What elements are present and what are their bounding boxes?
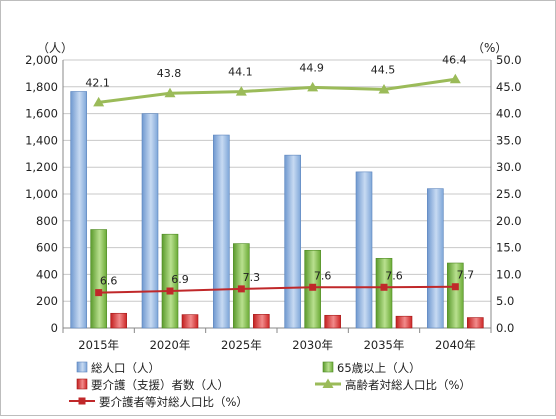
data-labels: 42.1 43.8 44.1 44.9 44.5 46.4 6.6 6.9 7.3 7.6 7.6 7… bbox=[85, 53, 474, 287]
left-axis-unit: （人） bbox=[37, 41, 73, 55]
right-tick-label: 35.0 bbox=[496, 133, 522, 147]
bar-2 bbox=[375, 258, 393, 329]
triangle-marker bbox=[93, 96, 105, 107]
data-label: 44.9 bbox=[299, 61, 324, 74]
square-marker bbox=[166, 287, 174, 295]
legend-swatch bbox=[76, 378, 88, 390]
left-tick-label: 1,200 bbox=[25, 160, 58, 174]
left-tick-label: 1,600 bbox=[25, 107, 58, 121]
legend-swatch bbox=[322, 361, 334, 373]
data-label: 6.6 bbox=[100, 275, 118, 288]
bar-3 bbox=[181, 314, 199, 329]
bar-1 bbox=[213, 134, 230, 329]
right-tick-label: 15.0 bbox=[496, 241, 522, 255]
square-marker bbox=[309, 283, 317, 291]
triangle-marker bbox=[164, 87, 176, 98]
series-line bbox=[98, 77, 456, 104]
square-marker bbox=[237, 285, 245, 293]
left-tick-label: 1,400 bbox=[25, 133, 58, 147]
legend-swatch bbox=[76, 361, 88, 373]
legend-label: 65歳以上（人） bbox=[337, 361, 421, 375]
right-tick-label: 5.0 bbox=[496, 294, 514, 308]
right-axis-unit: （%） bbox=[472, 41, 507, 55]
triangle-marker bbox=[378, 83, 390, 94]
x-tick-label: 2040年 bbox=[435, 338, 476, 352]
bar-3 bbox=[110, 312, 127, 329]
bar-1 bbox=[70, 91, 87, 329]
data-label: 44.5 bbox=[371, 63, 396, 76]
lines bbox=[93, 73, 461, 297]
data-label: 6.9 bbox=[171, 273, 189, 286]
bar-2 bbox=[90, 229, 107, 329]
legend-square-marker bbox=[78, 397, 86, 405]
data-label: 7.6 bbox=[314, 269, 332, 282]
data-label: 7.3 bbox=[243, 271, 261, 284]
triangle-marker bbox=[235, 86, 247, 96]
left-tick-label: 200 bbox=[36, 294, 58, 308]
left-tick-label: 0 bbox=[51, 321, 58, 335]
bars bbox=[70, 91, 484, 329]
x-tick-label: 2020年 bbox=[150, 338, 191, 352]
data-label: 7.7 bbox=[457, 269, 475, 282]
data-label: 46.4 bbox=[442, 53, 467, 66]
bar-3 bbox=[395, 315, 413, 329]
legend-label: 要介護（支援）者数（人） bbox=[91, 378, 229, 392]
bar-2 bbox=[447, 262, 464, 329]
right-tick-label: 45.0 bbox=[496, 80, 522, 94]
left-tick-label: 400 bbox=[36, 267, 58, 281]
bar-1 bbox=[141, 113, 159, 329]
legend-label: 要介護者等対総人口比（%） bbox=[99, 395, 248, 409]
right-tick-label: 20.0 bbox=[496, 214, 522, 228]
x-tick-label: 2015年 bbox=[78, 338, 119, 352]
bar-1 bbox=[284, 154, 301, 329]
bar-3 bbox=[467, 317, 484, 329]
x-tick-label: 2030年 bbox=[292, 338, 333, 352]
x-tick-label: 2035年 bbox=[364, 338, 405, 352]
series-line bbox=[98, 285, 456, 294]
square-marker bbox=[380, 283, 388, 291]
bar-2 bbox=[161, 233, 179, 329]
left-tick-label: 800 bbox=[36, 214, 58, 228]
data-label: 42.1 bbox=[85, 76, 110, 89]
data-label: 43.8 bbox=[157, 67, 182, 80]
square-marker bbox=[95, 289, 103, 297]
data-label: 7.6 bbox=[385, 269, 403, 282]
right-tick-label: 50.0 bbox=[496, 53, 522, 67]
bar-1 bbox=[355, 171, 373, 329]
left-tick-label: 1,800 bbox=[25, 80, 58, 94]
right-tick-label: 30.0 bbox=[496, 160, 522, 174]
right-tick-label: 25.0 bbox=[496, 187, 522, 201]
gridlines bbox=[63, 59, 491, 302]
legend: 総人口（人） 65歳以上（人） 要介護（支援）者数（人） 高齢者対総人口比（%） 要介護… bbox=[69, 361, 471, 409]
bar-1 bbox=[427, 188, 444, 329]
legend-triangle-marker bbox=[322, 378, 334, 388]
bar-3 bbox=[253, 314, 270, 329]
triangle-marker bbox=[307, 81, 319, 92]
right-tick-label: 10.0 bbox=[496, 267, 522, 281]
left-tick-label: 1,000 bbox=[25, 187, 58, 201]
right-tick-label: 40.0 bbox=[496, 107, 522, 121]
x-tick-label: 2025年 bbox=[221, 338, 262, 352]
triangle-marker bbox=[449, 73, 461, 84]
axes: 0 0.0 200 5.0 400 10.0 600 15.0 800 20.0 1,000 25.0… bbox=[25, 41, 522, 352]
left-tick-label: 600 bbox=[36, 241, 58, 255]
left-tick-label: 2,000 bbox=[25, 53, 58, 67]
data-label: 44.1 bbox=[228, 66, 253, 79]
right-tick-label: 0.0 bbox=[496, 321, 514, 335]
legend-label: 高齢者対総人口比（%） bbox=[345, 378, 471, 392]
bar-3 bbox=[324, 314, 341, 329]
legend-label: 総人口（人） bbox=[91, 361, 160, 375]
square-marker bbox=[451, 283, 459, 291]
